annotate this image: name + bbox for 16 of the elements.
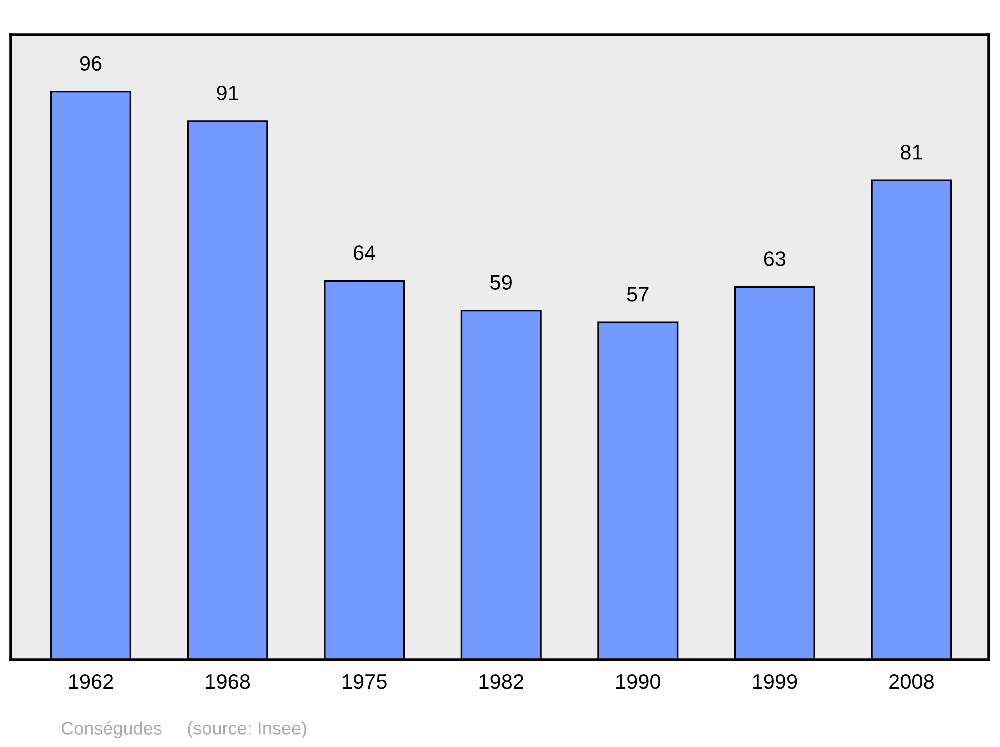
x-tick-label: 1999 xyxy=(753,674,798,690)
text: (source: Insee) xyxy=(188,722,306,738)
data-label: 81 xyxy=(901,145,922,160)
x-tick-label: 2008 xyxy=(890,674,934,690)
data-label: 63 xyxy=(764,252,786,266)
data-label: 96 xyxy=(80,56,102,72)
data-label: 59 xyxy=(490,275,512,290)
x-tick-label: 1975 xyxy=(343,674,387,690)
x-tick-label: 1982 xyxy=(480,674,524,690)
x-tick-label: 1962 xyxy=(69,674,114,690)
data-label: 57 xyxy=(627,287,649,302)
text: Conségudes xyxy=(62,721,162,739)
x-tick-label: 1990 xyxy=(616,674,661,690)
data-label: 64 xyxy=(354,246,376,260)
data-label: 91 xyxy=(217,86,238,101)
x-tick-label: 1968 xyxy=(206,674,250,690)
